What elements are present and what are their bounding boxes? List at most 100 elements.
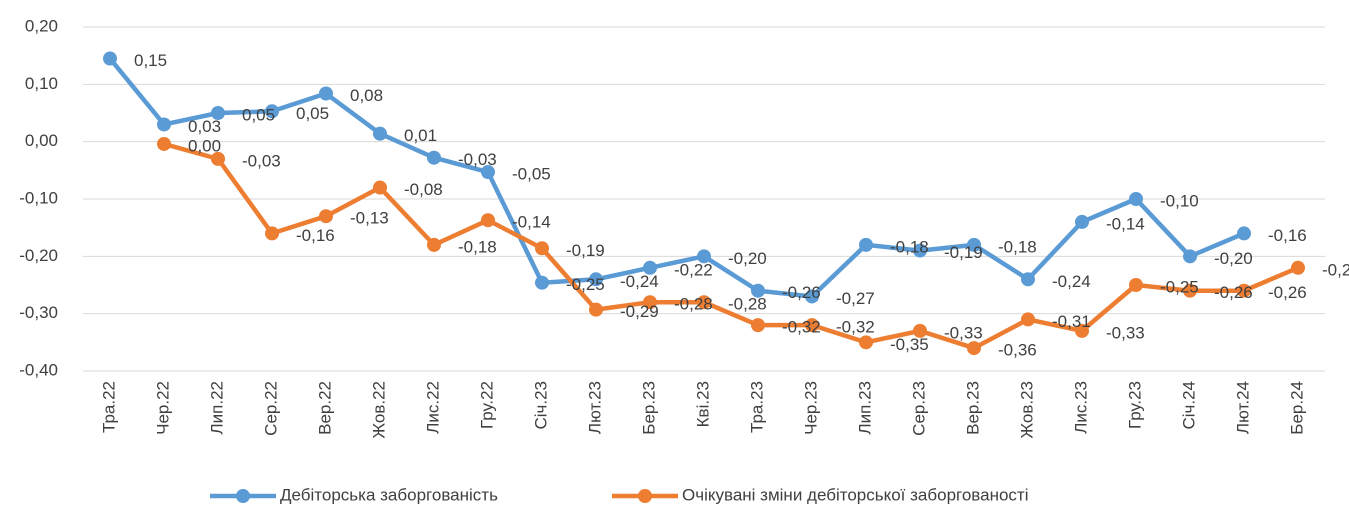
marker (967, 237, 981, 252)
data-label: -0,26 (1268, 283, 1307, 302)
y-tick-label: -0,40 (19, 360, 58, 379)
data-label: 0,05 (242, 105, 275, 124)
marker (157, 136, 171, 151)
data-label: -0,16 (1268, 226, 1307, 245)
data-label: -0,03 (242, 151, 281, 170)
x-tick-label: Тра.23 (747, 381, 766, 433)
data-label: -0,26 (1214, 283, 1253, 302)
data-label: -0,22 (1322, 260, 1349, 279)
marker (1237, 283, 1251, 298)
marker (319, 209, 333, 224)
marker (859, 237, 873, 252)
legend-label: Дебіторська заборгованість (280, 485, 498, 504)
marker (1129, 192, 1143, 206)
data-label: -0,24 (620, 272, 659, 291)
x-tick-label: Чер.23 (801, 381, 820, 435)
x-tick-label: Лип.22 (207, 381, 226, 435)
marker (805, 289, 819, 304)
marker (643, 260, 657, 275)
marker (1021, 312, 1035, 327)
marker (697, 295, 711, 310)
marker (265, 104, 279, 119)
marker (157, 117, 171, 132)
data-label: -0,27 (836, 289, 875, 308)
data-label: -0,03 (458, 150, 497, 169)
data-label: 0,00 (188, 136, 221, 155)
marker (481, 165, 495, 180)
x-tick-label: Гру.23 (1125, 381, 1144, 429)
data-label: -0,35 (890, 335, 929, 354)
legend-marker (638, 489, 652, 503)
x-tick-label: Тра.22 (99, 381, 118, 433)
marker (589, 272, 603, 287)
y-tick-label: 0,10 (25, 74, 58, 93)
data-label: -0,32 (836, 318, 875, 337)
x-tick-label: Жов.23 (1017, 381, 1036, 439)
marker (1129, 278, 1143, 292)
data-label: -0,26 (782, 283, 821, 302)
data-label: -0,16 (296, 226, 335, 245)
data-label: -0,10 (1160, 191, 1199, 210)
x-tick-label: Бер.23 (639, 381, 658, 435)
marker (427, 237, 441, 252)
marker (967, 341, 981, 356)
marker (859, 335, 873, 350)
x-tick-label: Лют.24 (1233, 381, 1252, 434)
marker (643, 295, 657, 310)
data-label: -0,14 (1106, 214, 1145, 233)
data-label: -0,28 (728, 295, 767, 314)
data-label: 0,01 (404, 126, 437, 145)
marker (535, 241, 549, 256)
marker (1237, 226, 1251, 241)
marker (373, 126, 387, 141)
x-tick-label: Січ.23 (531, 381, 550, 430)
data-label: -0,22 (674, 260, 713, 279)
y-tick-label: -0,20 (19, 246, 58, 265)
data-label: -0,32 (782, 318, 821, 337)
x-tick-label: Кві.23 (693, 381, 712, 427)
data-label: -0,08 (404, 180, 443, 199)
x-tick-label: Січ.24 (1179, 381, 1198, 430)
marker (211, 106, 225, 120)
marker (1075, 214, 1089, 229)
marker (1021, 272, 1035, 287)
marker (751, 318, 765, 333)
marker (913, 243, 927, 258)
y-tick-label: 0,00 (25, 131, 58, 150)
x-tick-label: Вер.23 (963, 381, 982, 435)
marker (103, 51, 117, 66)
x-tick-label: Сер.22 (261, 381, 280, 436)
marker (1183, 283, 1197, 298)
data-label: -0,33 (944, 323, 983, 342)
marker (913, 323, 927, 338)
data-label: -0,25 (1160, 277, 1199, 296)
marker (319, 86, 333, 101)
x-tick-label: Гру.22 (477, 381, 496, 429)
legend-label: Очікувані зміни дебіторської заборговано… (682, 485, 1029, 504)
y-tick-label: -0,30 (19, 303, 58, 322)
x-tick-label: Вер.22 (315, 381, 334, 435)
marker (697, 249, 711, 264)
data-label: -0,33 (1106, 323, 1145, 342)
data-label: 0,03 (188, 117, 221, 136)
series-line (163, 141, 1299, 351)
x-tick-label: Лис.23 (1071, 381, 1090, 434)
data-label: -0,36 (998, 341, 1037, 360)
x-tick-label: Лип.23 (855, 381, 874, 435)
marker (1291, 260, 1305, 275)
data-label: -0,29 (620, 302, 659, 321)
data-label: -0,19 (566, 241, 605, 260)
data-label: 0,05 (296, 104, 329, 123)
data-label: -0,20 (1214, 249, 1253, 268)
data-label: -0,28 (674, 295, 713, 314)
marker (1075, 323, 1089, 338)
data-label: -0,13 (350, 209, 389, 228)
marker (211, 151, 225, 166)
marker (373, 180, 387, 195)
data-label: -0,18 (998, 237, 1037, 256)
data-label: 0,15 (134, 51, 167, 70)
y-tick-label: -0,10 (19, 188, 58, 207)
marker (535, 275, 549, 290)
data-label: -0,25 (566, 275, 605, 294)
